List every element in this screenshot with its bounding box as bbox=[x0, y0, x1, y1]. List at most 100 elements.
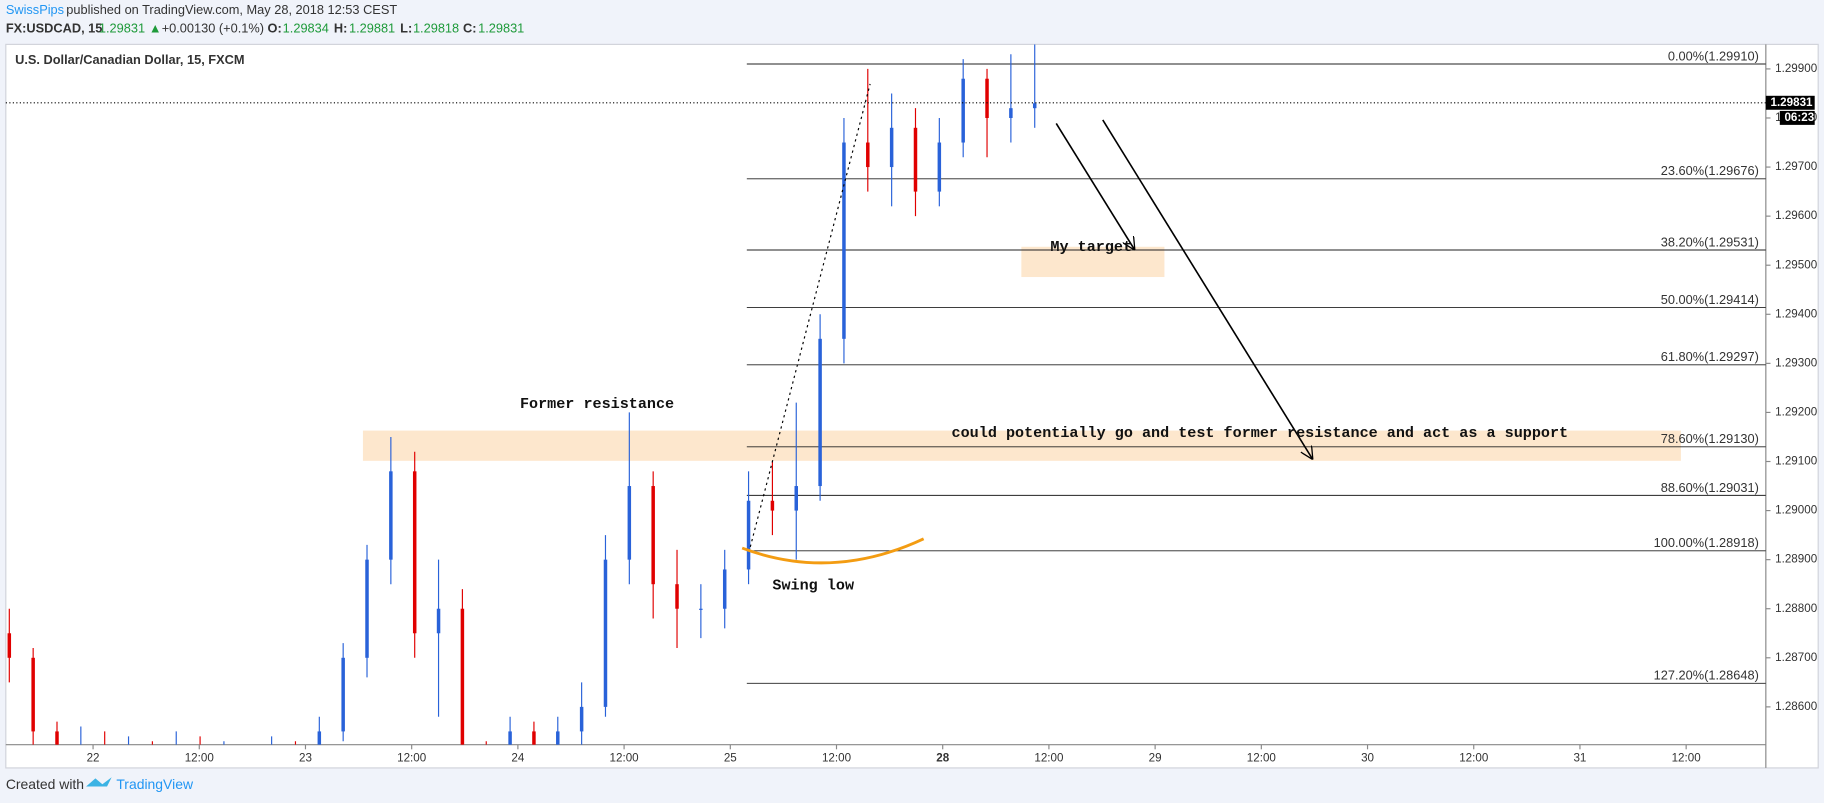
x-tick-label: 12:00 bbox=[1672, 752, 1702, 765]
candle-body bbox=[579, 706, 584, 732]
x-tick-label: 24 bbox=[511, 752, 524, 765]
last: 1.29831 bbox=[99, 21, 145, 36]
x-tick-label: 23 bbox=[299, 752, 312, 765]
candle-body bbox=[341, 657, 345, 732]
change: +0.00130 (+0.1%) bbox=[162, 21, 264, 36]
candle-body bbox=[722, 569, 727, 609]
fib-label: 100.00%(1.28918) bbox=[1654, 535, 1759, 550]
chart-title: U.S. Dollar/Canadian Dollar, 15, FXCM bbox=[15, 52, 244, 67]
y-tick-label: 1.28700 bbox=[1775, 651, 1818, 664]
candle-body bbox=[365, 559, 369, 658]
candle-body bbox=[842, 142, 846, 339]
plot: 0.00%(1.29910) 23.60%(1.29676) 38.20%(1.29… bbox=[7, 44, 1766, 745]
x-tick-label: 12:00 bbox=[1034, 752, 1064, 765]
countdown: 06:23 bbox=[1784, 111, 1814, 124]
candle-body bbox=[961, 78, 965, 143]
candle-body bbox=[508, 731, 512, 745]
x-tick-label: 12:00 bbox=[1459, 752, 1489, 765]
arrow: ▲ bbox=[149, 21, 162, 36]
x-tick-label: 12:00 bbox=[610, 752, 640, 765]
current-price-label: 1.29831 bbox=[1770, 96, 1813, 109]
y-tick-label: 1.29000 bbox=[1775, 504, 1818, 517]
candle-body bbox=[532, 731, 536, 745]
y-tick-label: 1.28800 bbox=[1775, 602, 1818, 615]
l: 1.29818 bbox=[413, 21, 459, 36]
x-tick-label: 31 bbox=[1573, 752, 1586, 765]
candle-body bbox=[651, 486, 655, 585]
overlay: Former resistance My target could potent… bbox=[520, 83, 1569, 594]
x-tick-label: 12:00 bbox=[1247, 752, 1277, 765]
candle-body bbox=[460, 608, 465, 745]
candle-body bbox=[937, 142, 942, 192]
fib-label: 50.00%(1.29414) bbox=[1661, 292, 1759, 307]
x-tick-label: 30 bbox=[1361, 752, 1374, 765]
chart-panel bbox=[5, 43, 1819, 769]
candle-body bbox=[746, 500, 751, 570]
fib-label: 0.00%(1.29910) bbox=[1668, 48, 1759, 63]
swing-arc bbox=[741, 537, 925, 565]
symbol: FX:USDCAD, 15 bbox=[6, 21, 103, 36]
candle-body bbox=[1032, 103, 1037, 109]
fib-label: 61.80%(1.29297) bbox=[1661, 349, 1759, 364]
arrow bbox=[1102, 119, 1312, 459]
candle-body bbox=[556, 731, 560, 745]
candle-body bbox=[699, 608, 703, 610]
annotation: My target bbox=[1050, 238, 1132, 256]
x-tick-label: 12:00 bbox=[397, 752, 427, 765]
candle-body bbox=[31, 657, 35, 732]
candle-body bbox=[913, 127, 918, 192]
y-tick-label: 1.29100 bbox=[1775, 455, 1818, 468]
candle-body bbox=[55, 731, 59, 745]
countdown-box bbox=[1779, 110, 1815, 125]
annotation: Swing low bbox=[772, 576, 854, 594]
y-tick-label: 1.29700 bbox=[1775, 160, 1818, 173]
target-zone bbox=[1021, 246, 1165, 278]
c-label: C: bbox=[463, 21, 477, 36]
candle-body bbox=[1009, 108, 1013, 118]
fib-label: 127.20%(1.28648) bbox=[1654, 668, 1759, 683]
candle-body bbox=[675, 584, 679, 609]
c: 1.29831 bbox=[478, 21, 524, 36]
y-tick-label: 1.28900 bbox=[1775, 553, 1818, 566]
x-tick-label: 12:00 bbox=[185, 752, 215, 765]
h: 1.29881 bbox=[349, 21, 395, 36]
h-label: H: bbox=[334, 21, 348, 36]
candle-body bbox=[889, 127, 894, 168]
y-tick-label: 1.29400 bbox=[1775, 307, 1818, 320]
x-tick-label: 25 bbox=[724, 752, 737, 765]
footer-brand[interactable]: TradingView bbox=[116, 776, 194, 792]
candle-body bbox=[389, 471, 393, 560]
candle-body bbox=[985, 78, 989, 118]
candle-body bbox=[770, 500, 775, 511]
y-tick-label: 1.29600 bbox=[1775, 209, 1818, 222]
l-label: L: bbox=[400, 21, 412, 36]
annotation: Former resistance bbox=[520, 395, 674, 413]
candle-body bbox=[818, 338, 822, 487]
published: published on TradingView.com, May 28, 20… bbox=[66, 2, 397, 17]
y-tick-label: 1.29900 bbox=[1775, 62, 1818, 75]
arrow bbox=[1055, 123, 1134, 249]
current-price-box bbox=[1765, 95, 1815, 110]
candle-body bbox=[412, 471, 417, 634]
fib-label: 23.60%(1.29676) bbox=[1661, 163, 1759, 178]
candle-body bbox=[866, 142, 870, 168]
x-tick-label: 22 bbox=[87, 752, 100, 765]
o-label: O: bbox=[268, 21, 282, 36]
x-tick-label: 28 bbox=[936, 752, 949, 765]
x-tick-label: 29 bbox=[1149, 752, 1162, 765]
candle-body bbox=[317, 731, 322, 745]
candle-body bbox=[794, 486, 798, 511]
annotation: could potentially go and test former res… bbox=[952, 424, 1569, 442]
author[interactable]: SwissPips bbox=[6, 2, 64, 17]
candle-body bbox=[603, 559, 608, 707]
footer-created: Created with bbox=[6, 776, 84, 792]
x-tick-label: 12:00 bbox=[822, 752, 852, 765]
y-tick-label: 1.29500 bbox=[1775, 258, 1818, 271]
candle-body bbox=[7, 633, 12, 658]
fib-label: 78.60%(1.29130) bbox=[1661, 431, 1759, 446]
fib-label: 88.60%(1.29031) bbox=[1661, 480, 1759, 495]
fib-label: 38.20%(1.29531) bbox=[1661, 234, 1759, 249]
o: 1.29834 bbox=[283, 21, 329, 36]
